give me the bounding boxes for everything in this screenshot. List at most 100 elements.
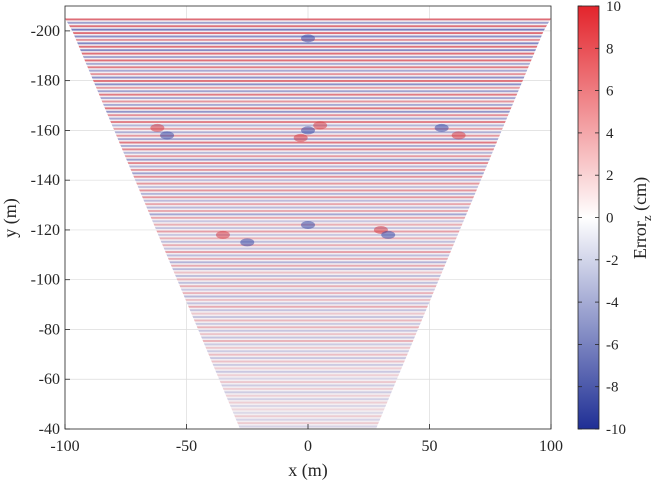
error-stripe: [65, 110, 551, 113]
error-stripe: [65, 182, 551, 185]
error-stripe: [65, 251, 551, 253]
error-stripe: [65, 264, 551, 267]
error-stripe: [65, 381, 551, 383]
error-stripe: [65, 18, 551, 21]
error-stripe: [65, 73, 551, 76]
error-stripe: [65, 257, 551, 260]
error-stripe: [65, 172, 551, 175]
error-stripe: [65, 134, 551, 137]
x-axis: -100 -50 0 50 100: [50, 424, 563, 455]
error-stripe: [65, 117, 551, 120]
error-stripe: [65, 346, 551, 349]
colorbar-ticks: 10 8 6 4 2 0 -2 -4 -6 -8 -10: [578, 0, 626, 438]
error-stripe: [65, 271, 551, 274]
error-stripe: [65, 189, 551, 192]
error-stripe: [65, 32, 551, 35]
error-stripe: [65, 281, 551, 284]
colorbar-tick-label: 10: [606, 0, 621, 15]
error-stripe: [65, 298, 551, 301]
colorbar-tick-label: -2: [606, 253, 619, 269]
error-stripe: [65, 28, 551, 31]
error-stripe: [65, 107, 551, 110]
error-stripe: [65, 138, 551, 141]
error-stripe: [65, 309, 551, 312]
error-blob: [451, 131, 466, 140]
x-tick-label: 0: [304, 438, 312, 455]
error-stripe: [65, 196, 551, 199]
error-stripe: [65, 165, 551, 168]
colorbar-tick-label: -8: [606, 380, 619, 396]
colorbar-tick-label: 8: [606, 41, 614, 57]
error-blob: [313, 121, 328, 130]
error-stripe: [65, 275, 551, 277]
error-stripe: [65, 322, 551, 325]
error-stripe: [65, 62, 551, 65]
error-stripe: [65, 66, 551, 69]
error-stripe: [65, 288, 551, 291]
error-stripe: [65, 206, 551, 209]
colorbar-label-unit: (cm): [630, 177, 651, 215]
error-stripe: [65, 357, 551, 360]
error-stripe: [65, 319, 551, 322]
error-stripe: [65, 295, 551, 298]
error-stripe: [65, 312, 551, 315]
error-stripe: [65, 42, 551, 45]
error-stripe: [65, 56, 551, 58]
error-stripe: [65, 203, 551, 206]
y-tick-label: -100: [31, 272, 60, 289]
error-blob: [293, 133, 308, 142]
error-stripe: [65, 292, 551, 295]
error-blob: [434, 123, 449, 132]
error-stripe: [65, 360, 551, 363]
error-stripe: [65, 97, 551, 100]
error-stripe: [65, 175, 551, 178]
colorbar-label-sub: z: [639, 215, 654, 221]
colorbar-label-main: Error: [630, 221, 650, 259]
error-stripe: [65, 141, 551, 144]
error-stripe: [65, 155, 551, 158]
error-stripe: [65, 305, 551, 308]
error-stripe: [65, 90, 551, 93]
error-blob: [301, 220, 315, 229]
error-stripe: [65, 186, 551, 188]
error-stripe: [65, 384, 551, 387]
y-tick-label: -120: [31, 222, 60, 239]
error-stripe: [65, 353, 551, 356]
error-stripe: [65, 59, 551, 62]
error-stripe: [65, 268, 551, 271]
x-tick-label: -50: [176, 438, 197, 455]
error-stripe: [65, 179, 551, 182]
error-stripe: [65, 336, 551, 339]
error-stripe: [65, 418, 551, 421]
error-stripe: [65, 100, 551, 103]
error-stripe: [65, 45, 551, 48]
error-stripe: [65, 49, 551, 52]
error-stripe: [65, 240, 551, 243]
y-axis: -200 -180 -160 -140 -120 -100 -80 -60 -40: [31, 23, 70, 438]
colorbar: 10 8 6 4 2 0 -2 -4 -6 -8 -10 Errorz (cm): [577, 0, 654, 438]
error-stripe: [65, 145, 551, 147]
error-stripe: [65, 374, 551, 377]
error-blob: [150, 123, 165, 132]
y-tick-label: -180: [31, 73, 60, 90]
y-tick-label: -60: [39, 371, 60, 388]
error-stripe: [65, 415, 551, 418]
error-stripe: [65, 363, 551, 366]
colorbar-label: Errorz (cm): [630, 177, 654, 259]
error-stripe: [65, 422, 551, 425]
error-stripe: [65, 411, 551, 414]
error-stripe: [65, 121, 551, 123]
error-stripe: [65, 192, 551, 195]
error-stripe: [65, 350, 551, 353]
colorbar-tick-label: -6: [606, 337, 619, 353]
error-stripe: [65, 83, 551, 86]
error-stripe: [65, 367, 551, 370]
error-stripe: [65, 162, 551, 165]
error-blob: [160, 131, 175, 140]
x-tick-label: 50: [422, 438, 438, 455]
error-stripe: [65, 148, 551, 151]
error-stripe: [65, 302, 551, 305]
x-tick-label: 100: [539, 438, 563, 455]
error-stripe: [65, 377, 551, 380]
